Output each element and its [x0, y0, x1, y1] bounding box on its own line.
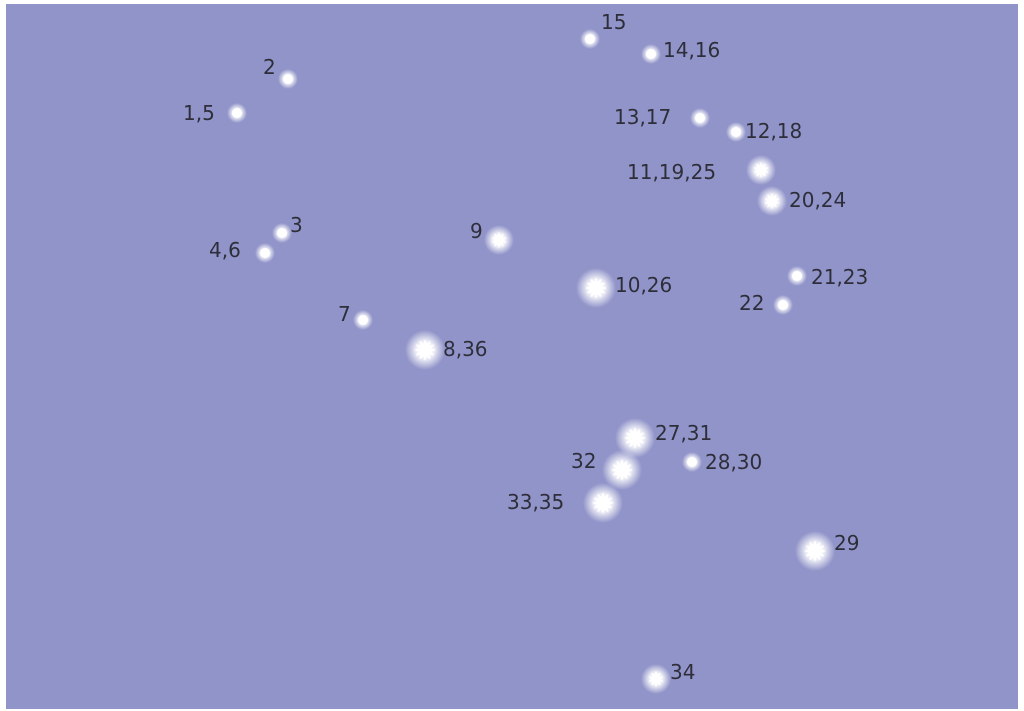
star-34: 34: [641, 660, 695, 694]
star-core: [585, 34, 595, 44]
star-core: [648, 671, 664, 687]
star-label-7: 7: [338, 302, 351, 326]
star-label-1-5: 1,5: [183, 101, 215, 125]
star-15: 15: [580, 10, 626, 49]
star-2: 2: [263, 55, 298, 89]
star-7: 7: [338, 302, 373, 330]
star-core: [358, 315, 368, 325]
star-10-26: 10,26: [576, 268, 672, 308]
star-core: [687, 457, 697, 467]
star-core: [731, 127, 741, 137]
star-33-35: 33,35: [507, 483, 623, 523]
star-label-9: 9: [470, 219, 483, 243]
star-core: [646, 49, 656, 59]
star-27-31: 27,31: [615, 418, 712, 458]
star-label-34: 34: [670, 660, 695, 684]
star-label-29: 29: [834, 531, 859, 555]
star-core: [753, 162, 769, 178]
star-label-11-19-25: 11,19,25: [627, 160, 716, 184]
star-core: [764, 193, 780, 209]
star-label-13-17: 13,17: [614, 105, 671, 129]
star-3: 3: [272, 213, 303, 243]
star-core: [232, 108, 242, 118]
star-label-2: 2: [263, 55, 276, 79]
star-label-12-18: 12,18: [745, 119, 802, 143]
star-core: [592, 492, 614, 514]
star-8-36: 8,36: [405, 330, 488, 370]
star-core: [778, 300, 788, 310]
star-label-28-30: 28,30: [705, 450, 762, 474]
star-core: [624, 427, 646, 449]
star-13-17: 13,17: [614, 105, 710, 129]
star-20-24: 20,24: [757, 186, 846, 216]
star-core: [804, 540, 826, 562]
star-label-10-26: 10,26: [615, 273, 672, 297]
star-32: 32: [571, 449, 642, 490]
star-label-8-36: 8,36: [443, 337, 488, 361]
star-core: [585, 277, 607, 299]
star-core: [491, 232, 507, 248]
star-core: [277, 228, 287, 238]
star-core: [283, 74, 293, 84]
star-label-33-35: 33,35: [507, 490, 564, 514]
star-14-16: 14,16: [641, 38, 720, 64]
star-11-19-25: 11,19,25: [627, 155, 776, 185]
sky-background: [6, 4, 1018, 709]
star-label-21-23: 21,23: [811, 265, 868, 289]
star-core: [260, 248, 270, 258]
star-22: 22: [739, 291, 793, 315]
star-21-23: 21,23: [787, 265, 868, 289]
star-label-15: 15: [601, 10, 626, 34]
star-4-6: 4,6: [209, 238, 275, 263]
star-core: [695, 113, 705, 123]
star-label-4-6: 4,6: [209, 238, 241, 262]
star-29: 29: [795, 531, 859, 571]
star-1-5: 1,5: [183, 101, 247, 125]
star-label-20-24: 20,24: [789, 188, 846, 212]
star-label-27-31: 27,31: [655, 421, 712, 445]
star-core: [414, 339, 436, 361]
star-core: [611, 459, 633, 481]
star-core: [792, 271, 802, 281]
star-12-18: 12,18: [726, 119, 802, 143]
star-label-22: 22: [739, 291, 764, 315]
star-label-32: 32: [571, 449, 596, 473]
star-label-14-16: 14,16: [663, 38, 720, 62]
star-28-30: 28,30: [682, 450, 762, 474]
star-label-3: 3: [290, 213, 303, 237]
star-9: 9: [470, 219, 514, 255]
